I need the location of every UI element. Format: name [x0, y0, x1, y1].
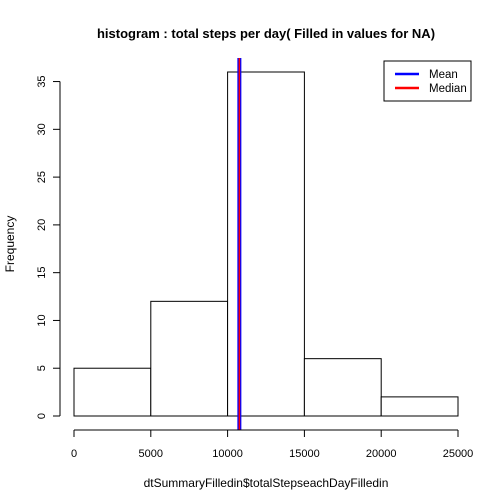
legend: Mean Median [383, 60, 472, 102]
x-tick-label-5000: 5000 [139, 448, 163, 460]
x-axis-label: dtSummaryFilledin$totalStepseachDayFille… [144, 476, 389, 490]
legend-box [383, 60, 472, 102]
y-tick-label-5: 5 [36, 365, 48, 371]
legend-label-median: Median [429, 83, 467, 95]
x-tick-label-10000: 10000 [212, 448, 243, 460]
y-tick-label-10: 10 [36, 314, 48, 326]
y-tick-label-20: 20 [36, 219, 48, 231]
x-tick-label-15000: 15000 [289, 448, 320, 460]
histogram-bar-0 [73, 367, 152, 417]
legend-entries: Mean Median [395, 69, 467, 95]
legend-label-mean: Mean [429, 69, 458, 81]
y-tick-label-0: 0 [36, 413, 48, 419]
chart-title: histogram : total steps per day( Filled … [97, 26, 435, 41]
histogram-bar-3 [303, 358, 382, 417]
histogram-bar-4 [380, 396, 459, 417]
y-tick-label-25: 25 [36, 171, 48, 183]
y-tick-label-30: 30 [36, 123, 48, 135]
x-tick-label-25000: 25000 [443, 448, 474, 460]
x-tick-label-0: 0 [71, 448, 77, 460]
y-tick-label-15: 15 [36, 267, 48, 279]
histogram-bars [73, 71, 459, 417]
x-tick-label-20000: 20000 [366, 448, 397, 460]
histogram-bar-1 [150, 300, 229, 417]
y-axis-label: Frequency [3, 216, 17, 273]
y-axis: 0 5 10 15 20 25 30 35 [36, 75, 61, 419]
x-axis: 0 5000 10000 15000 20000 25000 [71, 429, 474, 460]
y-tick-label-35: 35 [36, 75, 48, 87]
